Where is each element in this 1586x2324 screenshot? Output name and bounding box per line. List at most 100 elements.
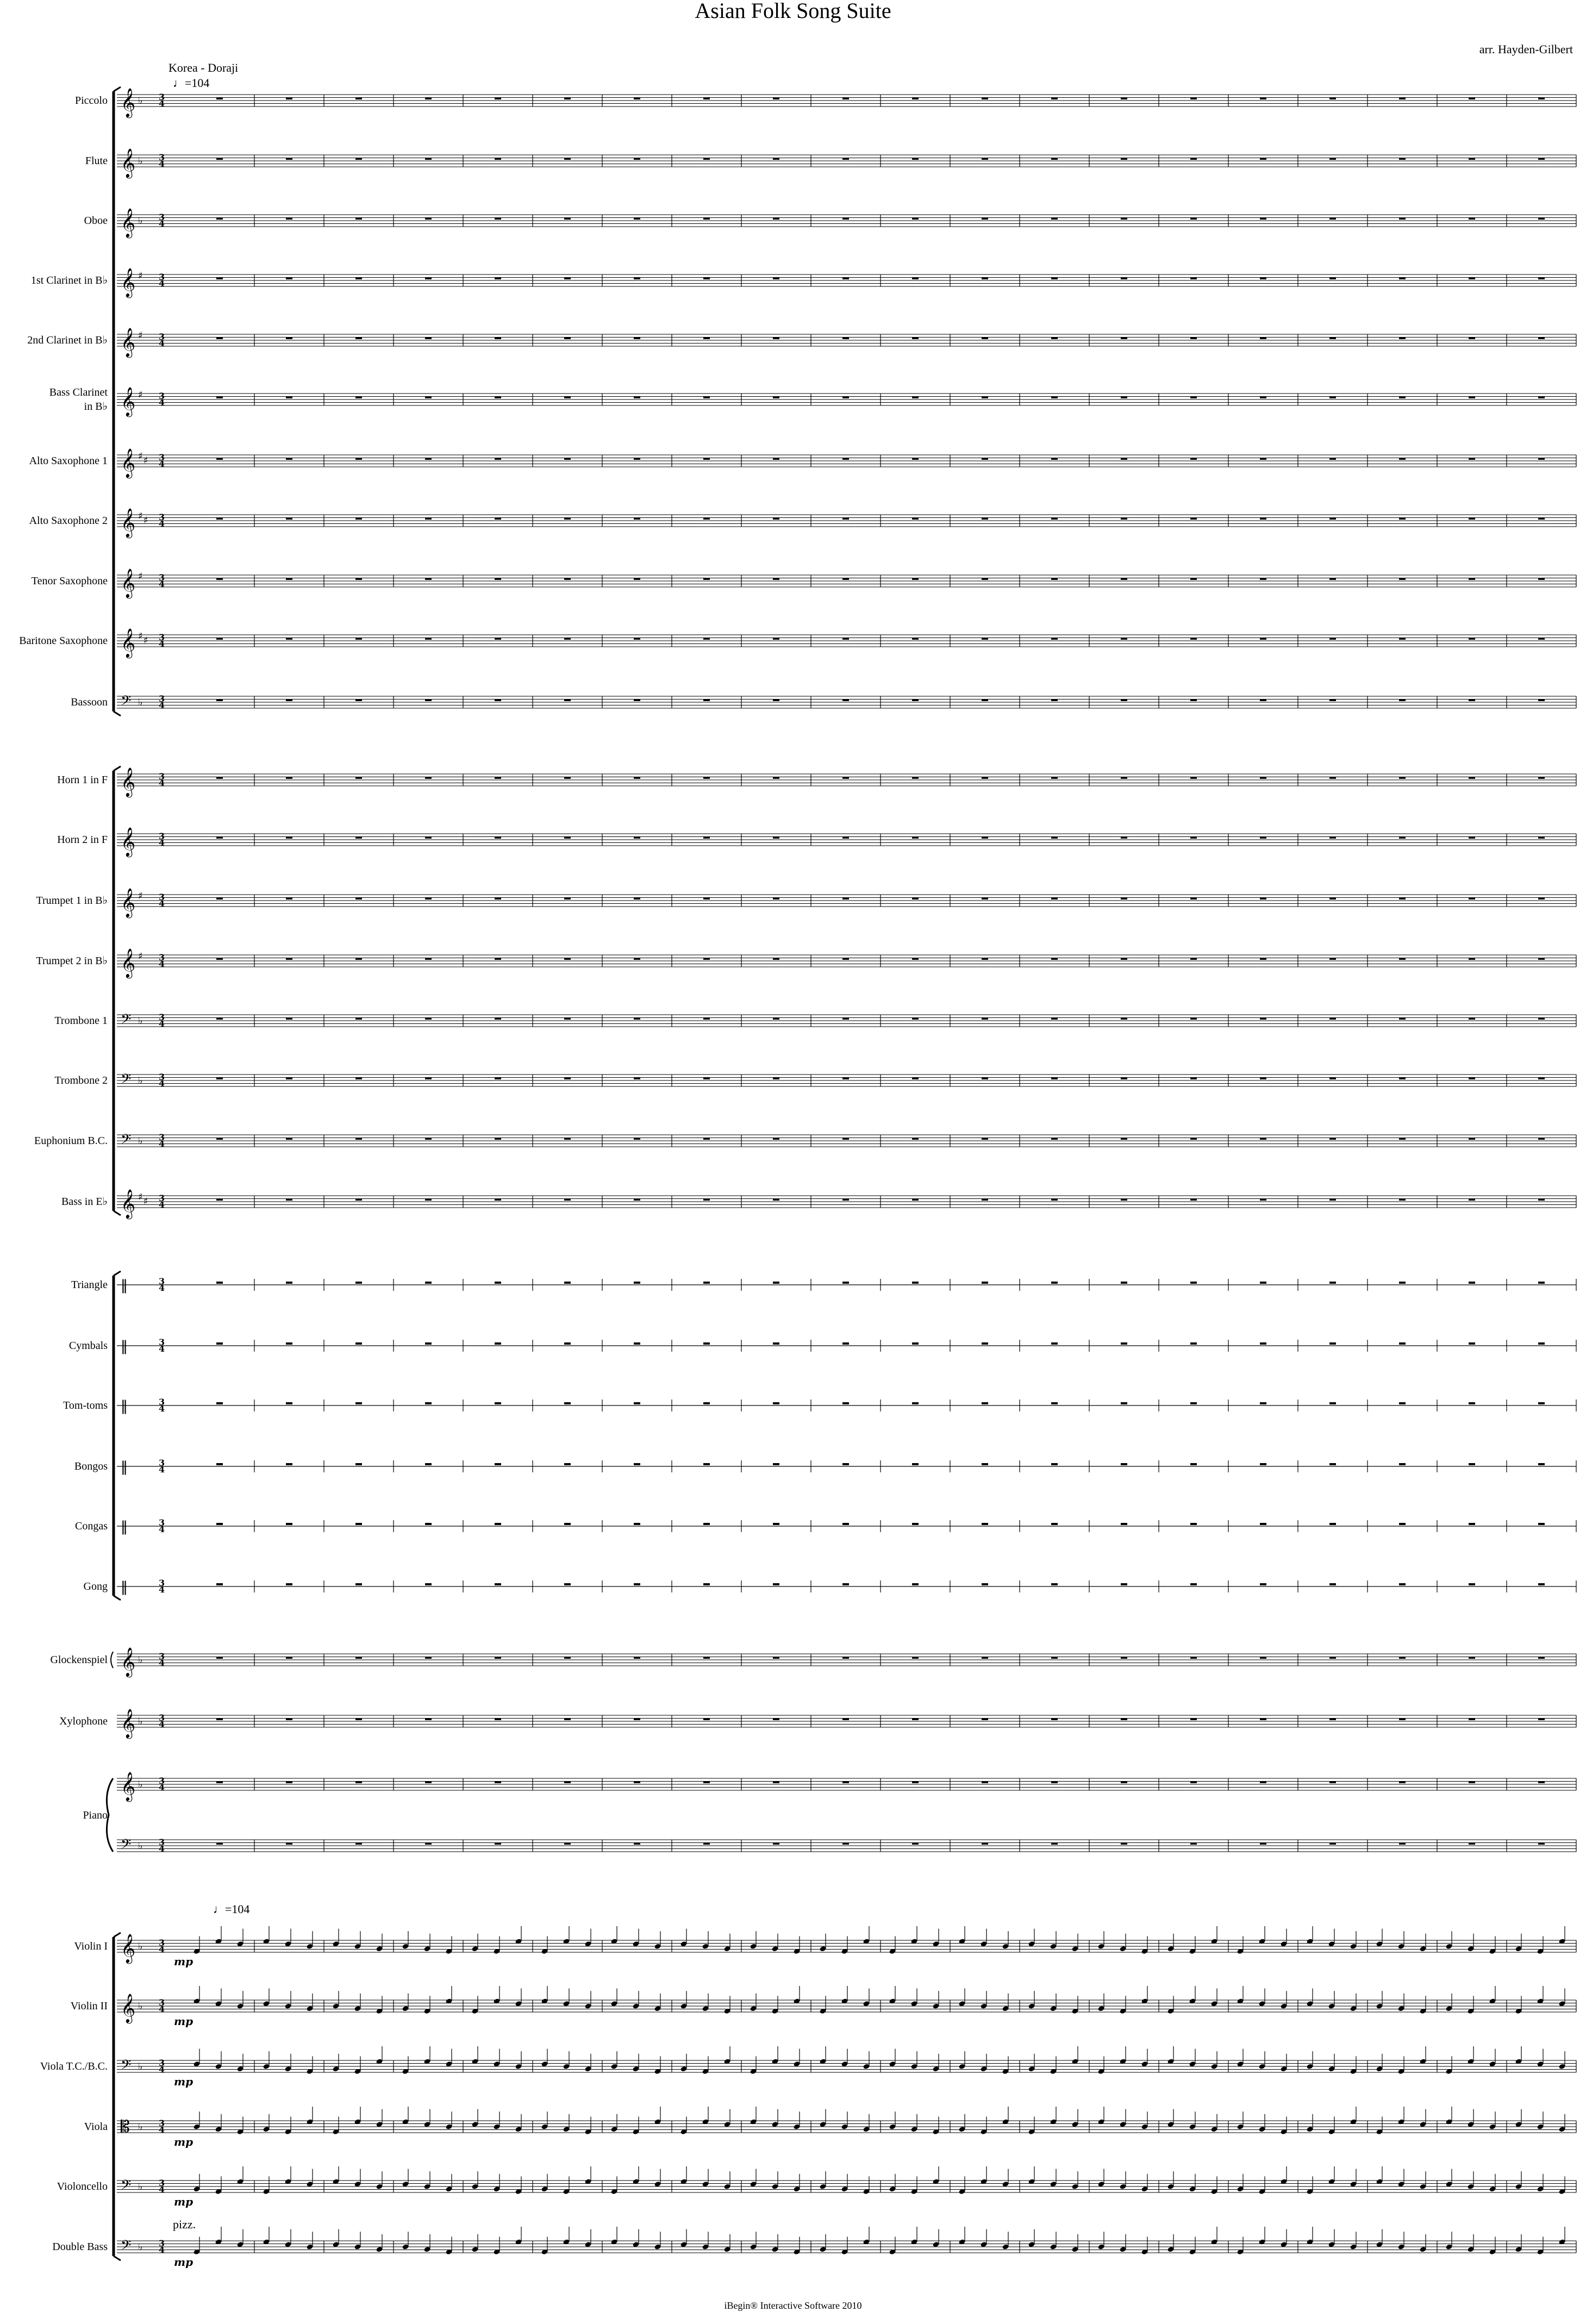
whole-rest	[1190, 1282, 1197, 1284]
note-head	[1072, 2184, 1078, 2189]
whole-rest	[842, 217, 849, 220]
note-head	[981, 2179, 987, 2184]
note-head	[1420, 2247, 1426, 2252]
time-signature-top: 3	[159, 892, 165, 902]
note-head	[702, 2119, 709, 2125]
flat-icon: ♭	[138, 2241, 143, 2253]
note-head	[911, 2127, 917, 2132]
whole-rest	[1051, 396, 1058, 398]
whole-rest	[355, 1402, 362, 1404]
whole-rest	[634, 1657, 640, 1659]
whole-rest	[495, 458, 501, 460]
perc-clef-icon: ‖	[121, 1277, 128, 1294]
whole-rest	[982, 578, 988, 580]
time-signature-top: 3	[159, 1713, 165, 1723]
note-head	[446, 2186, 452, 2191]
note-head	[863, 2064, 870, 2069]
whole-rest	[634, 638, 640, 640]
note-head	[215, 2239, 222, 2245]
whole-rest	[773, 1523, 779, 1525]
note-head	[1307, 2239, 1313, 2245]
whole-rest	[1121, 1282, 1127, 1284]
note-head	[1072, 2009, 1078, 2014]
whole-rest	[355, 517, 362, 520]
staff-20: ‖ 34	[117, 1337, 1577, 1354]
whole-rest	[216, 638, 223, 640]
whole-rest	[425, 1138, 432, 1140]
whole-rest	[1399, 777, 1406, 779]
note-head	[1328, 2179, 1335, 2184]
note-head	[1120, 2059, 1126, 2064]
whole-rest	[355, 1842, 362, 1845]
whole-rest	[216, 578, 223, 580]
whole-rest	[564, 1017, 571, 1020]
whole-rest	[1469, 836, 1475, 839]
note-head	[702, 2244, 709, 2250]
flat-icon: ♭	[138, 1716, 143, 1727]
whole-rest	[1469, 1077, 1475, 1079]
staff-1: 𝄞 ♭ 34	[117, 148, 1577, 178]
whole-rest	[1260, 578, 1266, 580]
time-signature-top: 3	[159, 1276, 165, 1286]
whole-rest	[634, 1718, 640, 1720]
note-head	[215, 2189, 222, 2194]
note-head	[1328, 2066, 1335, 2071]
note-head	[724, 2009, 730, 2014]
whole-rest	[1329, 517, 1336, 520]
whole-rest	[286, 578, 292, 580]
whole-rest	[773, 1282, 779, 1284]
note-head	[285, 1941, 291, 1946]
instrument-label: Violin II	[70, 2000, 108, 2012]
whole-rest	[982, 638, 988, 640]
whole-rest	[1469, 1017, 1475, 1020]
note-head	[863, 2001, 870, 2006]
whole-rest	[982, 517, 988, 520]
whole-rest	[703, 777, 710, 779]
whole-rest	[425, 699, 432, 701]
whole-rest	[286, 638, 292, 640]
note-head	[376, 2184, 383, 2189]
note-head	[1167, 2247, 1174, 2252]
whole-rest	[495, 836, 501, 839]
whole-rest	[842, 699, 849, 701]
note-head	[841, 1949, 848, 1954]
whole-rest	[564, 458, 571, 460]
time-signature-top: 3	[159, 771, 165, 782]
whole-rest	[564, 897, 571, 899]
whole-rest	[564, 517, 571, 520]
time-signature-bottom: 4	[159, 98, 165, 109]
whole-rest	[495, 1842, 501, 1845]
whole-rest	[425, 277, 432, 279]
whole-rest	[912, 1657, 919, 1659]
whole-rest	[1469, 458, 1475, 460]
flat-icon: ♭	[138, 215, 143, 227]
note-head	[333, 2242, 339, 2247]
whole-rest	[425, 777, 432, 779]
whole-rest	[564, 699, 571, 701]
dynamic-mp: mp	[174, 2195, 193, 2208]
whole-rest	[1399, 217, 1406, 220]
whole-rest	[1329, 1718, 1336, 1720]
note-head	[680, 2179, 687, 2184]
whole-rest	[564, 958, 571, 960]
note-head	[724, 2184, 730, 2189]
note-head	[611, 2189, 617, 2194]
whole-rest	[982, 1402, 988, 1404]
tempo-value: =104	[185, 76, 210, 90]
sharp-icon: ♯	[138, 571, 143, 582]
time-signature-top: 3	[159, 1337, 165, 1347]
bass-clef-icon: 𝄢	[121, 2177, 131, 2196]
whole-rest	[1051, 897, 1058, 899]
time-signature-top: 3	[159, 1997, 165, 2008]
note-head	[654, 2069, 661, 2074]
note-head	[1002, 2119, 1009, 2125]
bracket-hook	[113, 765, 121, 772]
whole-rest	[495, 638, 501, 640]
whole-rest	[1260, 277, 1266, 279]
flat-icon: ♭	[138, 697, 143, 708]
whole-rest	[1469, 1342, 1475, 1345]
whole-rest	[982, 897, 988, 899]
whole-rest	[495, 1781, 501, 1783]
whole-rest	[703, 1842, 710, 1845]
staff-19: ‖ 34	[117, 1276, 1577, 1294]
